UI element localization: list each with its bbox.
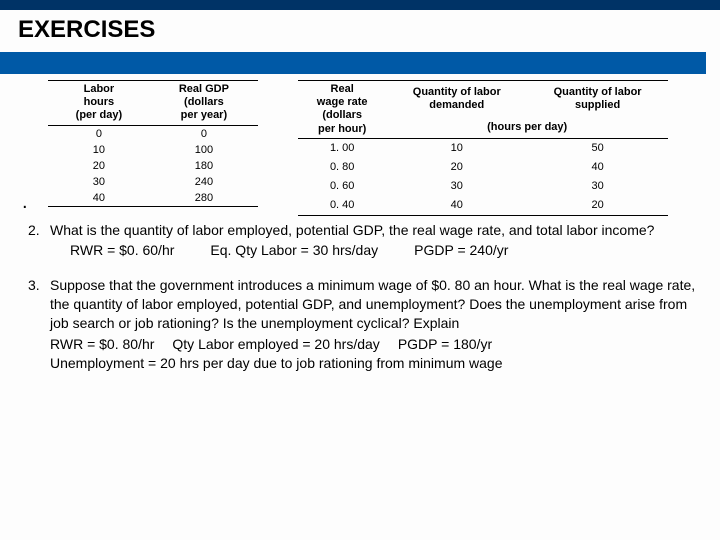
table-row: 0. 603030: [298, 177, 668, 196]
q2-num: 2.: [24, 221, 50, 261]
q3-text: Suppose that the government introduces a…: [50, 277, 695, 331]
t1-h1: Real GDP (dollars per year): [150, 81, 258, 126]
questions-list: 2. What is the quantity of labor employe…: [18, 221, 702, 373]
q3-answers1: RWR = $0. 80/hr Qty Labor employed = 20 …: [50, 335, 696, 354]
q2-ans1: RWR = $0. 60/hr: [70, 241, 174, 260]
t1-h0: Labor hours (per day): [48, 81, 150, 126]
question-3: 3. Suppose that the government introduce…: [24, 276, 696, 372]
question-2: 2. What is the quantity of labor employe…: [24, 221, 696, 261]
q2-text: What is the quantity of labor employed, …: [50, 222, 654, 238]
t2-sub: (hours per day): [386, 117, 668, 138]
top-bar: [0, 0, 720, 10]
q2-ans3: PGDP = 240/yr: [414, 241, 508, 260]
bullet-dot: .: [22, 191, 28, 214]
tables-container: Labor hours (per day) Real GDP (dollars …: [18, 80, 702, 207]
title-underline: [0, 52, 706, 74]
labor-table: Real wage rate (dollars per hour) Quanti…: [298, 80, 668, 216]
q3-ans4: Unemployment = 20 hrs per day due to job…: [50, 354, 696, 373]
table-row: 0. 404020: [298, 196, 668, 216]
t2-h0: Real wage rate (dollars per hour): [298, 81, 386, 139]
table-row: 1. 001050: [298, 138, 668, 158]
q3-ans2: Qty Labor employed = 20 hrs/day: [172, 335, 379, 354]
table-row: 20180: [48, 158, 258, 174]
q3-num: 3.: [24, 276, 50, 372]
table-row: 40280: [48, 190, 258, 207]
table-row: 0. 802040: [298, 158, 668, 177]
q2-ans2: Eq. Qty Labor = 30 hrs/day: [210, 241, 378, 260]
content-area: Labor hours (per day) Real GDP (dollars …: [0, 74, 720, 373]
q2-answers: RWR = $0. 60/hr Eq. Qty Labor = 30 hrs/d…: [50, 241, 696, 260]
q3-ans3: PGDP = 180/yr: [398, 335, 492, 354]
page-title: EXERCISES: [0, 10, 720, 52]
table-row: 10100: [48, 142, 258, 158]
gdp-table: Labor hours (per day) Real GDP (dollars …: [48, 80, 258, 207]
t2-h2: Quantity of labor supplied: [527, 81, 668, 118]
t2-h1: Quantity of labor demanded: [386, 81, 527, 118]
table-row: 00: [48, 125, 258, 142]
q3-ans1: RWR = $0. 80/hr: [50, 335, 154, 354]
table-row: 30240: [48, 174, 258, 190]
q2-body: What is the quantity of labor employed, …: [50, 221, 696, 261]
q3-body: Suppose that the government introduces a…: [50, 276, 696, 372]
